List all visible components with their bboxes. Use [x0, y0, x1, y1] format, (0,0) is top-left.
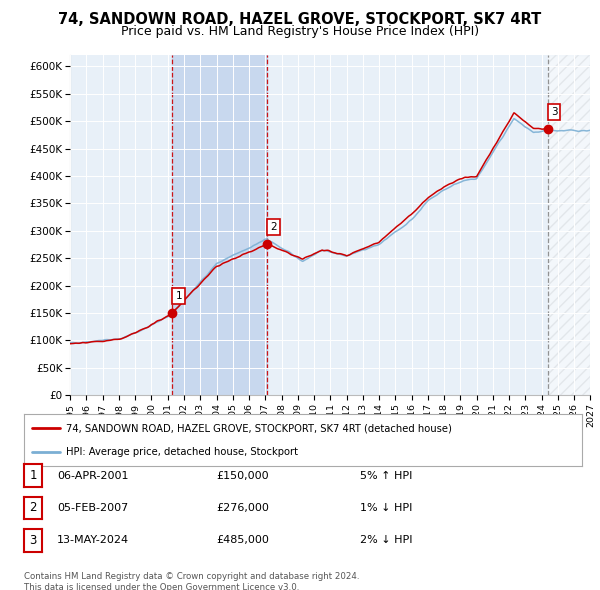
Bar [548, 55, 590, 395]
Text: Contains HM Land Registry data © Crown copyright and database right 2024.
This d: Contains HM Land Registry data © Crown c… [24, 572, 359, 590]
Text: 05-FEB-2007: 05-FEB-2007 [57, 503, 128, 513]
Text: 3: 3 [551, 107, 557, 117]
Text: 74, SANDOWN ROAD, HAZEL GROVE, STOCKPORT, SK7 4RT: 74, SANDOWN ROAD, HAZEL GROVE, STOCKPORT… [58, 12, 542, 27]
Text: HPI: Average price, detached house, Stockport: HPI: Average price, detached house, Stoc… [66, 447, 298, 457]
Text: 3: 3 [29, 534, 37, 547]
Text: £150,000: £150,000 [216, 471, 269, 480]
Text: £276,000: £276,000 [216, 503, 269, 513]
Text: 13-MAY-2024: 13-MAY-2024 [57, 536, 129, 545]
Bar [548, 55, 590, 395]
Text: 74, SANDOWN ROAD, HAZEL GROVE, STOCKPORT, SK7 4RT (detached house): 74, SANDOWN ROAD, HAZEL GROVE, STOCKPORT… [66, 423, 452, 433]
Text: Price paid vs. HM Land Registry's House Price Index (HPI): Price paid vs. HM Land Registry's House … [121, 25, 479, 38]
Text: 1: 1 [175, 291, 182, 301]
Text: 5% ↑ HPI: 5% ↑ HPI [360, 471, 412, 480]
Text: 1: 1 [29, 469, 37, 482]
Text: 2: 2 [29, 502, 37, 514]
Text: £485,000: £485,000 [216, 536, 269, 545]
Text: 2% ↓ HPI: 2% ↓ HPI [360, 536, 413, 545]
Bar [548, 55, 590, 395]
Text: 06-APR-2001: 06-APR-2001 [57, 471, 128, 480]
Text: 2: 2 [270, 222, 277, 232]
Text: 1% ↓ HPI: 1% ↓ HPI [360, 503, 412, 513]
Bar [172, 55, 267, 395]
